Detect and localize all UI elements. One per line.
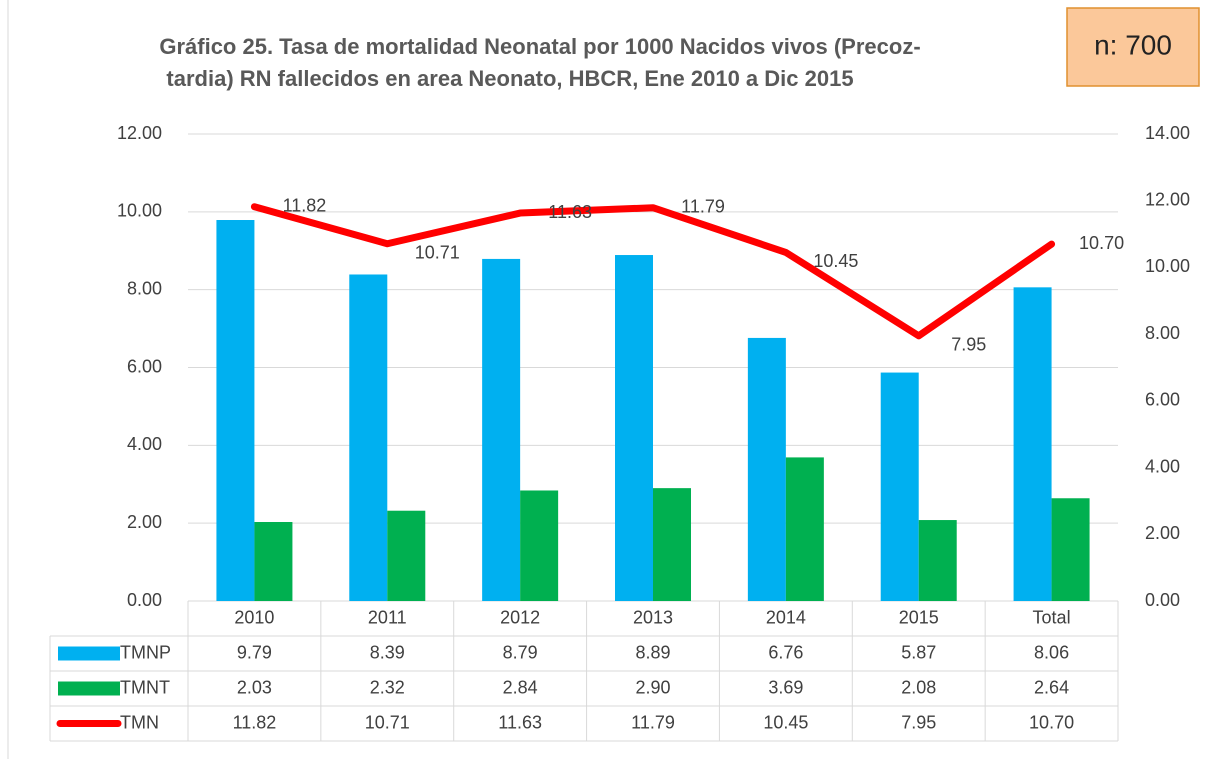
bar	[785, 457, 824, 601]
y-tick-label: 10.00	[117, 201, 162, 221]
table-cell: 8.89	[635, 642, 670, 662]
legend-label: TMNT	[120, 677, 170, 697]
bar	[615, 255, 653, 602]
data-label: 7.95	[951, 335, 986, 355]
table-cell: 8.79	[503, 642, 538, 662]
legend-key	[58, 646, 120, 661]
legend-label: TMN	[120, 712, 159, 732]
y-tick-label: 2.00	[127, 512, 162, 532]
table-cell: 8.06	[1034, 642, 1069, 662]
x-tick-label: 2013	[633, 607, 673, 627]
y2-tick-label: 14.00	[1145, 123, 1190, 143]
table-cell: 7.95	[901, 712, 936, 732]
table-cell: 3.69	[768, 677, 803, 697]
table-cell: 11.79	[631, 712, 675, 732]
y-tick-label: 4.00	[127, 434, 162, 454]
legend-label: TMNP	[120, 642, 171, 662]
x-tick-label: Total	[1033, 607, 1071, 627]
table-cell: 10.71	[365, 712, 410, 732]
y2-tick-label: 0.00	[1145, 590, 1180, 610]
data-label: 11.79	[681, 196, 725, 216]
bar	[216, 220, 255, 601]
x-tick-label: 2012	[500, 607, 540, 627]
y-tick-label: 12.00	[117, 123, 162, 143]
bar	[349, 274, 388, 601]
bar	[387, 510, 426, 601]
annotation: n: 700	[1094, 29, 1172, 60]
y-tick-label: 6.00	[127, 356, 162, 376]
table-cell: 9.79	[237, 642, 272, 662]
y2-tick-label: 10.00	[1145, 256, 1190, 276]
x-tick-label: 2010	[234, 607, 274, 627]
table-cell: 10.70	[1029, 712, 1074, 732]
legend-key	[58, 681, 120, 696]
bar	[747, 337, 786, 601]
table-cell: 10.45	[763, 712, 808, 732]
bar	[1013, 287, 1052, 601]
x-tick-label: 2014	[766, 607, 806, 627]
y-tick-label: 8.00	[127, 278, 162, 298]
chart-subtitle: tardia) RN fallecidos en area Neonato, H…	[166, 66, 853, 91]
x-tick-label: 2011	[368, 607, 407, 627]
bar	[880, 372, 919, 601]
table-cell: 8.39	[370, 642, 405, 662]
y-tick-label: 0.00	[127, 590, 162, 610]
table-cell: 2.03	[237, 677, 272, 697]
table-cell: 2.84	[503, 677, 538, 697]
data-label: 11.82	[283, 195, 327, 215]
y2-tick-label: 8.00	[1145, 323, 1180, 343]
bar	[482, 258, 521, 601]
bar	[918, 520, 957, 601]
annotation-box	[1066, 7, 1200, 87]
table-cell: 2.64	[1034, 677, 1069, 697]
chart-title: Gráfico 25. Tasa de mortalidad Neonatal …	[159, 34, 920, 59]
table-cell: 11.82	[233, 712, 277, 732]
y2-tick-label: 12.00	[1145, 189, 1190, 209]
table-cell: 6.76	[768, 642, 803, 662]
line	[250, 203, 1056, 340]
table-cell: 5.87	[901, 642, 936, 662]
table-cell: 11.63	[498, 712, 542, 732]
table-cell: 2.08	[901, 677, 936, 697]
bar	[520, 490, 559, 601]
y2-tick-label: 2.00	[1145, 523, 1180, 543]
table-cell: 2.32	[370, 677, 405, 697]
data-label: 11.63	[548, 202, 592, 222]
table-cell: 2.90	[635, 677, 670, 697]
data-label: 10.71	[415, 242, 460, 262]
x-tick-label: 2015	[899, 607, 939, 627]
bar	[653, 488, 691, 601]
bar	[1051, 498, 1090, 601]
bar	[254, 521, 293, 601]
data-label: 10.45	[813, 251, 858, 271]
data-label: 10.70	[1079, 233, 1124, 253]
y2-tick-label: 6.00	[1145, 390, 1180, 410]
y2-tick-label: 4.00	[1145, 456, 1180, 476]
